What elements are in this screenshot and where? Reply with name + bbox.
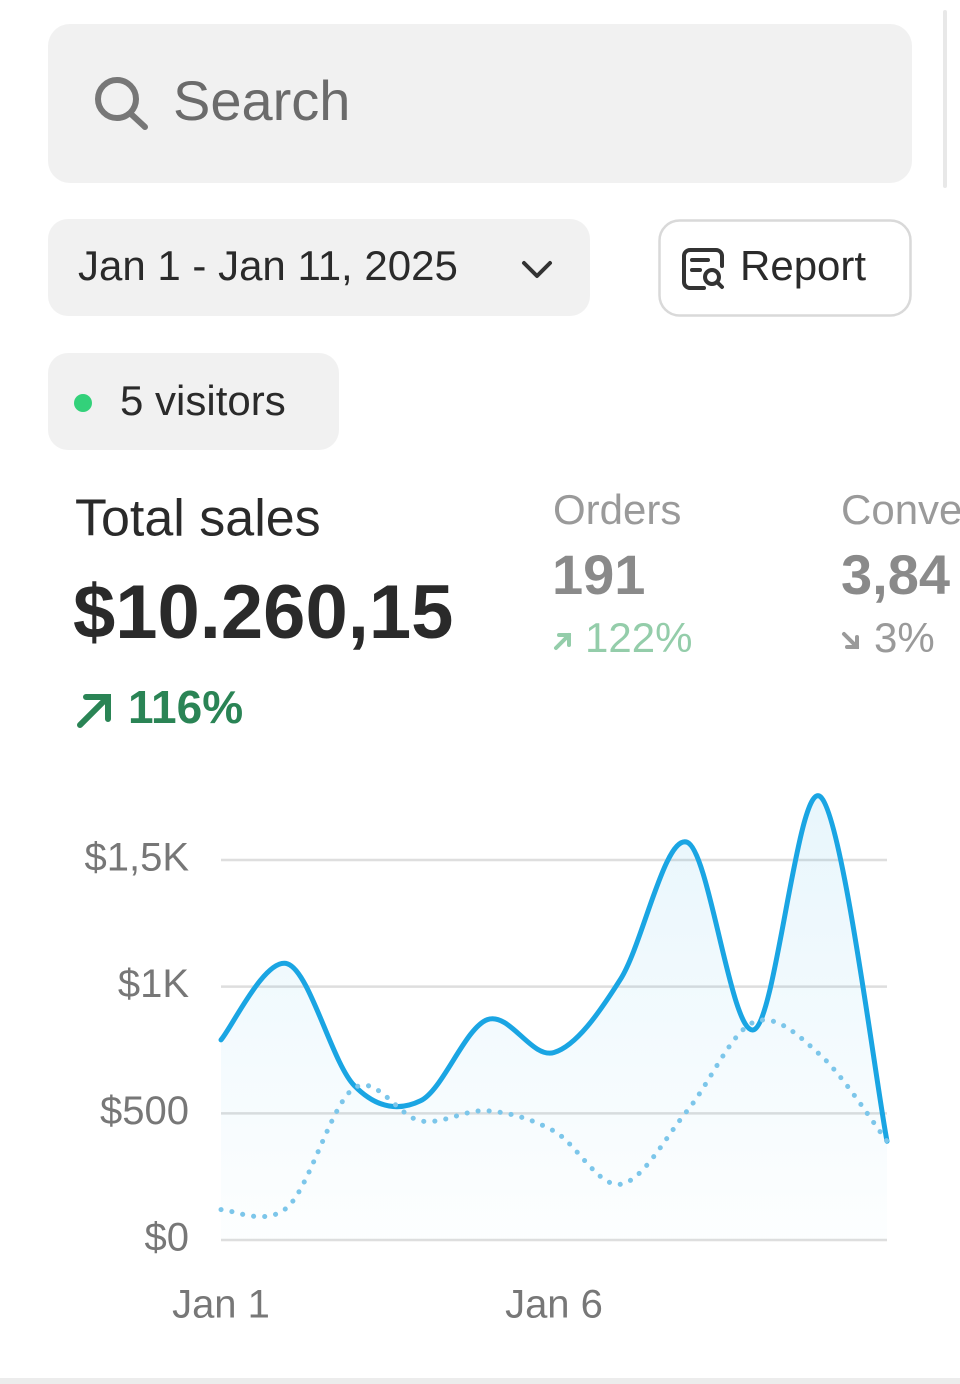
- y-tick-label: $1K: [118, 962, 189, 1006]
- down-arrow-icon: [842, 632, 859, 649]
- date-range-button[interactable]: Jan 1 - Jan 11, 2025: [48, 219, 590, 316]
- x-tick-label: Jan 6: [505, 1283, 603, 1327]
- metric-total-sales[interactable]: Total sales $10.260,15 116%: [73, 490, 453, 733]
- metric-value: 191: [552, 543, 645, 606]
- visitors-pill: 5 visitors: [48, 353, 339, 450]
- metric-change: 116%: [128, 681, 243, 733]
- search-placeholder: Search: [173, 69, 350, 132]
- metric-orders[interactable]: Orders 191 122%: [552, 486, 692, 661]
- search-box[interactable]: Search: [48, 24, 912, 183]
- up-arrow-icon: [77, 694, 111, 728]
- y-tick-label: $0: [145, 1216, 190, 1260]
- series-line: [218, 1017, 890, 1220]
- visitors-label: 5 visitors: [120, 377, 286, 424]
- bottom-divider: [0, 1378, 960, 1384]
- metric-label: Conve: [841, 486, 960, 533]
- metric-change: 3%: [874, 614, 935, 661]
- series-area: [221, 795, 887, 1240]
- x-tick-label: Jan 1: [172, 1283, 270, 1327]
- live-dot: [74, 394, 92, 412]
- metric-conversion[interactable]: Conve 3,84 3%: [841, 486, 960, 661]
- metric-label: Total sales: [75, 490, 321, 548]
- chevron-icon: [522, 261, 552, 278]
- metric-change: 122%: [585, 614, 692, 661]
- up-arrow-icon: [554, 633, 571, 650]
- metric-label: Orders: [553, 486, 681, 533]
- series-line: [218, 793, 890, 1144]
- y-tick-label: $500: [100, 1089, 189, 1133]
- date-range-label: Jan 1 - Jan 11, 2025: [78, 242, 458, 289]
- date-range-bg[interactable]: [48, 219, 590, 316]
- visitors-bg: [48, 353, 339, 450]
- sales-chart: $0 $500 $1K $1,5K Jan 1 Jan 6: [84, 793, 890, 1327]
- search-field[interactable]: [48, 24, 912, 183]
- report-icon: [682, 248, 724, 290]
- scrollbar: [943, 10, 947, 188]
- report-label: Report: [740, 242, 866, 289]
- report-button[interactable]: Report: [658, 219, 912, 317]
- search-icon: [95, 77, 148, 130]
- y-tick-label: $1,5K: [84, 836, 189, 880]
- report-bg[interactable]: [658, 219, 912, 317]
- metric-value: 3,84: [841, 543, 950, 606]
- metric-value: $10.260,15: [73, 570, 453, 655]
